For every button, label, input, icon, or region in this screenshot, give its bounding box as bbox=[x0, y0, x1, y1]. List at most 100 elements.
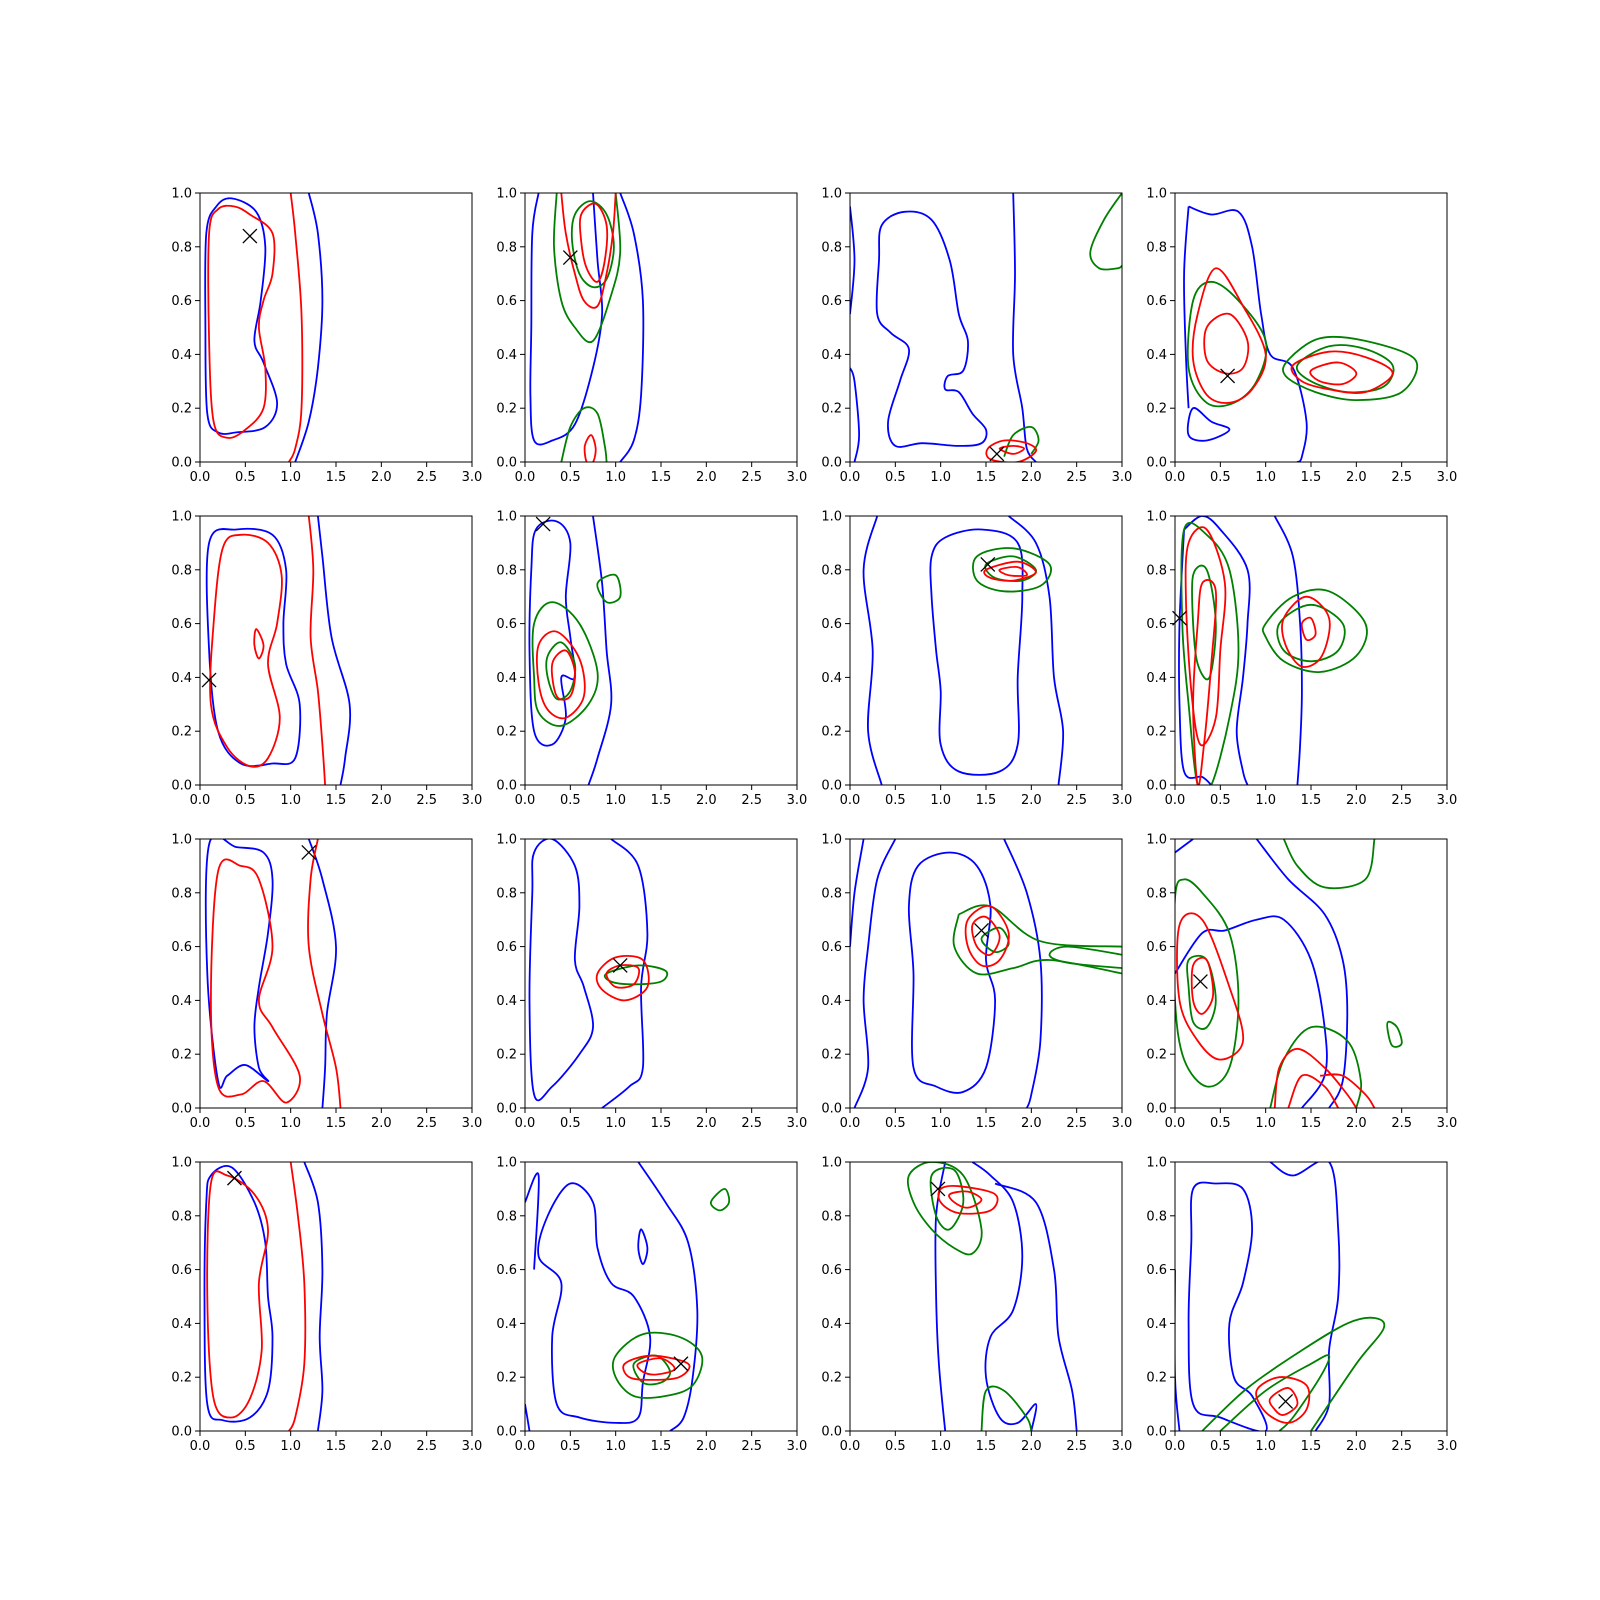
x-tick-label: 3.0 bbox=[787, 470, 808, 485]
green-contour-line bbox=[1386, 1020, 1403, 1048]
blue-contour-line bbox=[619, 193, 645, 462]
plot-area bbox=[850, 193, 1122, 462]
green-contour-line bbox=[1201, 1316, 1386, 1431]
y-tick-label: 0.2 bbox=[1146, 1048, 1167, 1063]
y-tick-label: 0.8 bbox=[496, 563, 517, 578]
y-tick-label: 0.8 bbox=[171, 563, 192, 578]
x-tick-label: 0.0 bbox=[515, 1439, 536, 1454]
x-tick-label: 1.5 bbox=[976, 793, 997, 808]
y-tick-label: 0.6 bbox=[1146, 940, 1167, 955]
blue-contour-line bbox=[1269, 1162, 1341, 1431]
blue-contour-line bbox=[1003, 839, 1043, 1108]
blue-contour-line bbox=[537, 1182, 652, 1424]
x-tick-label: 3.0 bbox=[787, 1439, 808, 1454]
y-tick-label: 1.0 bbox=[171, 833, 192, 848]
x-marker bbox=[974, 923, 989, 938]
x-marker bbox=[930, 1181, 946, 1197]
red-contour-line bbox=[1191, 267, 1267, 404]
x-tick-label: 3.0 bbox=[787, 793, 808, 808]
x-tick-label: 3.0 bbox=[1437, 793, 1458, 808]
red-contour-line bbox=[1192, 579, 1218, 785]
y-tick-label: 0.6 bbox=[496, 940, 517, 955]
red-contour-line bbox=[209, 533, 283, 768]
red-contour-line bbox=[307, 839, 342, 1108]
red-contour-line bbox=[1273, 1047, 1358, 1108]
x-marker bbox=[535, 516, 551, 532]
y-tick-label: 0.6 bbox=[171, 940, 192, 955]
x-tick-label: 3.0 bbox=[1112, 470, 1133, 485]
y-tick-label: 0.8 bbox=[821, 240, 842, 255]
subplot-5: 0.0 0.5 1.0 1.5 2.0 2.5 3.0 0.0 0.2 0.4 0.6 0.8 1.0 bbox=[171, 510, 482, 809]
blue-contour-line bbox=[601, 839, 649, 1108]
red-contour-line bbox=[998, 445, 1025, 455]
subplot-9: 0.0 0.5 1.0 1.5 2.0 2.5 3.0 0.0 0.2 0.4 0.6 0.8 1.0 bbox=[171, 833, 482, 1132]
green-contour-line bbox=[1219, 1354, 1331, 1431]
red-contour-line bbox=[1203, 312, 1250, 375]
y-tick-label: 0.0 bbox=[171, 779, 192, 794]
y-tick-label: 0.2 bbox=[171, 402, 192, 417]
x-tick-label: 0.0 bbox=[515, 470, 536, 485]
x-tick-label: 2.0 bbox=[1346, 470, 1367, 485]
subplot-1: 0.0 0.5 1.0 1.5 2.0 2.5 3.0 0.0 0.2 0.4 0.6 0.8 1.0 bbox=[171, 187, 482, 486]
red-contour-line bbox=[583, 434, 597, 462]
red-contour-line bbox=[964, 905, 1010, 968]
y-tick-label: 1.0 bbox=[496, 187, 517, 202]
y-tick-label: 0.2 bbox=[1146, 1371, 1167, 1386]
green-contour-line bbox=[980, 926, 1010, 953]
y-tick-label: 0.4 bbox=[496, 671, 517, 686]
x-marker bbox=[612, 957, 628, 973]
green-contour-line bbox=[929, 1166, 965, 1231]
blue-contour-line bbox=[204, 839, 274, 1089]
red-contour-line bbox=[605, 964, 640, 989]
plot-area bbox=[906, 1162, 1078, 1431]
y-tick-label: 0.8 bbox=[821, 886, 842, 901]
x-tick-label: 2.5 bbox=[1066, 470, 1087, 485]
x-tick-label: 1.5 bbox=[326, 1439, 347, 1454]
green-contour-line bbox=[560, 406, 608, 462]
plot-area bbox=[204, 193, 324, 462]
x-tick-label: 2.5 bbox=[741, 470, 762, 485]
x-tick-label: 3.0 bbox=[1437, 1439, 1458, 1454]
x-tick-label: 1.5 bbox=[1301, 1439, 1322, 1454]
x-marker-stroke bbox=[1278, 1393, 1294, 1409]
y-tick-label: 0.4 bbox=[821, 348, 842, 363]
red-contour-line bbox=[595, 955, 650, 1002]
x-tick-label: 2.5 bbox=[741, 1116, 762, 1131]
x-tick-label: 2.0 bbox=[371, 1116, 392, 1131]
x-marker bbox=[989, 446, 1005, 462]
y-tick-label: 0.2 bbox=[821, 1048, 842, 1063]
green-contour-line bbox=[611, 1331, 704, 1399]
plot-area bbox=[1175, 839, 1403, 1108]
x-marker bbox=[1278, 1393, 1294, 1409]
subplot-grid: 0.0 0.5 1.0 1.5 2.0 2.5 3.00.00.20.40.60.81.00… bbox=[171, 187, 1457, 1455]
red-contour-line bbox=[206, 1170, 269, 1419]
plot-area bbox=[1175, 1162, 1386, 1431]
y-tick-label: 0.4 bbox=[821, 1317, 842, 1332]
x-tick-label: 1.5 bbox=[326, 793, 347, 808]
x-tick-label: 1.0 bbox=[1255, 470, 1276, 485]
blue-contour-line bbox=[1012, 193, 1037, 462]
y-tick-label: 1.0 bbox=[171, 1156, 192, 1171]
x-marker bbox=[242, 228, 258, 244]
x-tick-label: 0.0 bbox=[515, 1116, 536, 1131]
blue-contour-line bbox=[203, 1165, 274, 1423]
x-tick-label: 3.0 bbox=[1112, 1116, 1133, 1131]
blue-contour-line bbox=[875, 210, 988, 448]
x-marker-stroke bbox=[980, 556, 996, 572]
y-tick-label: 0.4 bbox=[171, 671, 192, 686]
red-contour-line bbox=[1255, 1376, 1311, 1424]
x-tick-label: 1.0 bbox=[280, 470, 301, 485]
red-contour-line bbox=[1268, 1387, 1299, 1416]
red-contour-line bbox=[1190, 956, 1215, 1015]
plot-area bbox=[850, 839, 1122, 1108]
green-contour-line bbox=[596, 573, 622, 604]
subplot-13: 0.0 0.5 1.0 1.5 2.0 2.5 3.0 0.0 0.2 0.4 0.6 0.8 1.0 bbox=[171, 1156, 482, 1455]
x-tick-label: 2.5 bbox=[1066, 1116, 1087, 1131]
green-contour-line bbox=[906, 1162, 983, 1256]
blue-contour-line bbox=[307, 839, 337, 1108]
red-contour-line bbox=[288, 1162, 307, 1431]
y-tick-label: 0.2 bbox=[821, 402, 842, 417]
plot-area bbox=[204, 839, 342, 1108]
x-tick-label: 2.5 bbox=[416, 1116, 437, 1131]
